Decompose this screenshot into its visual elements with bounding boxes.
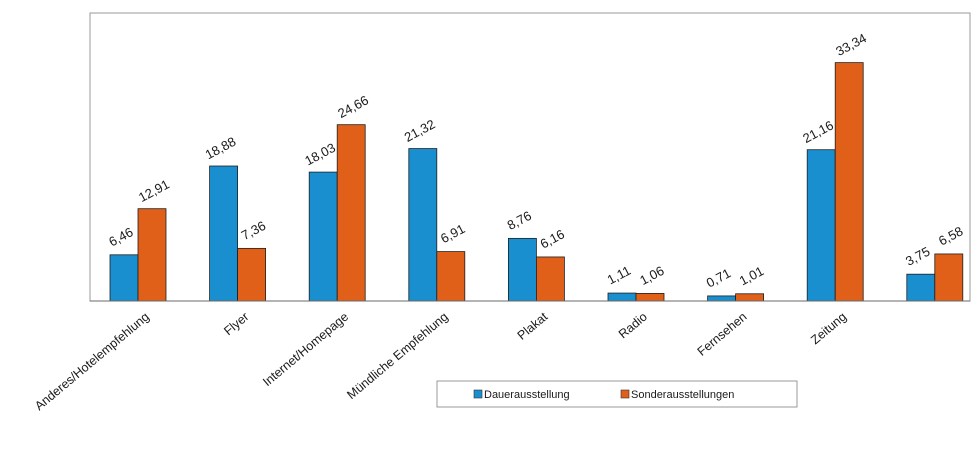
legend-swatch-sonderausstellungen	[620, 389, 630, 399]
bar-dauerausstellung-internet-homepage	[308, 171, 338, 302]
bar-dauerausstellung-zeitung	[806, 149, 836, 302]
bar-sonderausstellungen-muendliche-empfehlung	[436, 251, 466, 302]
bar-dauerausstellung-muendliche-empfehlung	[408, 148, 438, 302]
bar-sonderausstellungen-group-9	[934, 253, 964, 302]
bar-dauerausstellung-anderes-hotelempfehlung	[109, 254, 139, 302]
category-label-anderes-hotelempfehlung: Anderes/Hotelempfehlung	[32, 310, 152, 414]
bar-dauerausstellung-flyer	[209, 165, 239, 302]
legend-box	[436, 380, 798, 408]
bar-sonderausstellungen-plakat	[536, 256, 565, 302]
bars-layer	[109, 62, 964, 302]
category-label-muendliche-empfehlung: Mündliche Empfehlung	[344, 310, 450, 402]
bar-dauerausstellung-group-9	[906, 273, 936, 302]
bar-sonderausstellungen-radio	[635, 293, 665, 302]
legend: Dauerausstellung Sonderausstellungen	[436, 380, 798, 408]
bar-sonderausstellungen-anderes-hotelempfehlung	[137, 208, 167, 302]
bar-sonderausstellungen-flyer	[237, 247, 267, 302]
legend-label-dauerausstellung: Dauerausstellung	[484, 389, 570, 401]
category-label-fernsehen: Fernsehen	[695, 310, 750, 359]
bar-dauerausstellung-plakat	[507, 237, 537, 302]
category-label-plakat: Plakat	[515, 309, 551, 342]
bar-dauerausstellung-fernsehen	[707, 295, 736, 302]
legend-label-sonderausstellungen: Sonderausstellungen	[631, 389, 734, 401]
bar-sonderausstellungen-zeitung	[834, 62, 864, 302]
bar-sonderausstellungen-fernsehen	[735, 293, 764, 302]
bar-dauerausstellung-radio	[607, 292, 637, 302]
bar-sonderausstellungen-internet-homepage	[336, 124, 366, 302]
category-label-flyer: Flyer	[221, 310, 251, 339]
legend-swatch-dauerausstellung	[473, 389, 483, 399]
category-label-internet-homepage: Internet/Homepage	[260, 310, 351, 390]
category-label-zeitung: Zeitung	[808, 310, 849, 348]
category-label-radio: Radio	[616, 310, 650, 342]
